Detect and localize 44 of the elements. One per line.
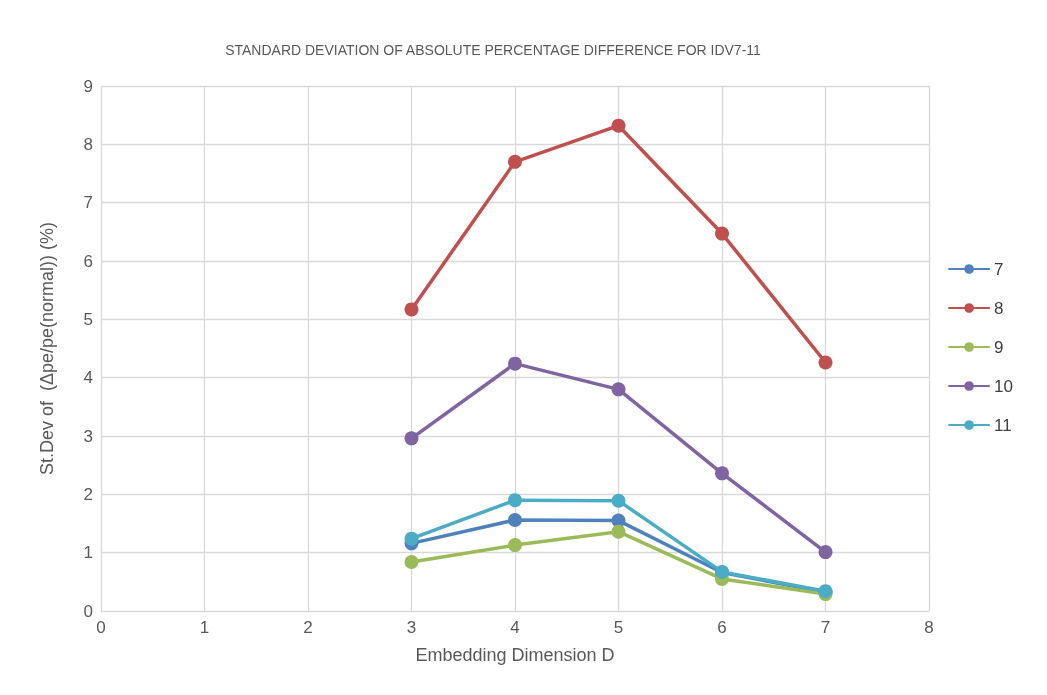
point (611, 118, 626, 133)
x-tick-label: 6 (717, 618, 727, 637)
y-tick-label: 0 (83, 601, 93, 621)
point (818, 545, 833, 560)
point (404, 555, 419, 569)
point (404, 531, 419, 546)
x-axis-title: Embedding Dimension D (415, 645, 615, 665)
y-tick-label: 6 (83, 251, 93, 271)
point (715, 466, 729, 481)
x-tick-label: 4 (510, 618, 520, 637)
y-tick-label: 1 (83, 543, 93, 563)
point (818, 355, 833, 370)
x-tick-label: 2 (303, 618, 313, 637)
chart-title: STANDARD DEVIATION OF ABSOLUTE PERCENTAGE DIFFERENCE FOR IDV7-11 (225, 42, 762, 58)
x-tick-label: 3 (406, 618, 417, 637)
point (404, 431, 419, 446)
point (404, 302, 419, 317)
x-tick-label: 7 (820, 618, 831, 637)
y-tick-label: 4 (83, 368, 93, 388)
point (611, 493, 626, 508)
point (715, 226, 729, 241)
point (508, 513, 522, 527)
y-tick-label: 2 (83, 484, 93, 504)
y-tick-label: 7 (83, 193, 93, 213)
x-tick-label: 5 (613, 618, 624, 637)
point (508, 538, 522, 553)
legend-label: 11 (994, 415, 1012, 435)
y-tick-label: 3 (83, 426, 93, 446)
point (508, 493, 522, 508)
y-axis-title: St.Dev of (Δpe/pe(normal)) (%) (37, 221, 57, 476)
legend-label: 7 (994, 259, 1004, 279)
point (611, 382, 626, 397)
y-tick-label: 5 (83, 309, 93, 329)
legend-label: 9 (994, 337, 1004, 357)
point (508, 356, 522, 371)
legend-label: 8 (994, 298, 1004, 318)
point (508, 154, 522, 169)
x-tick-label: 0 (96, 618, 106, 637)
x-tick-label: 1 (199, 618, 210, 637)
y-tick-label: 9 (83, 76, 93, 96)
x-tick-label: 8 (924, 618, 934, 637)
point (611, 524, 626, 539)
legend-label: 10 (994, 376, 1014, 396)
y-tick-label: 8 (83, 134, 93, 154)
